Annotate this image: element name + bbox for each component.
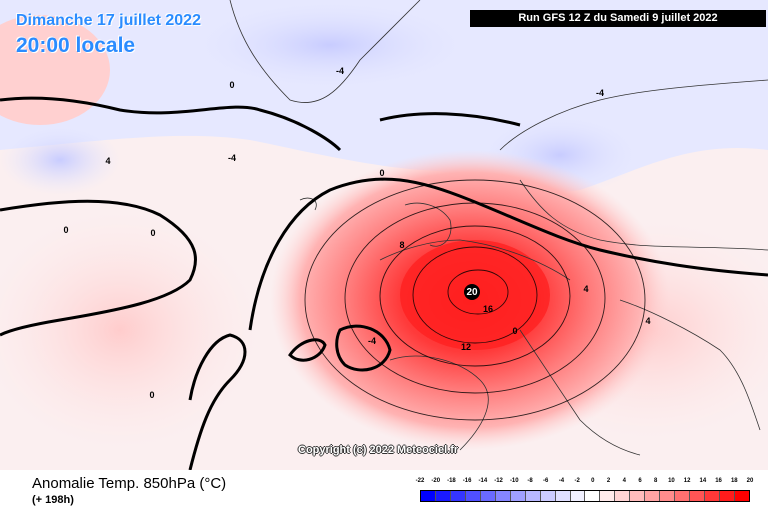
legend-label: -20 xyxy=(431,478,441,484)
label-zero-far-west: 0 xyxy=(63,225,68,235)
legend-label: -14 xyxy=(478,478,488,484)
legend-label: -16 xyxy=(462,478,472,484)
legend-swatch xyxy=(675,491,691,501)
legend-swatch xyxy=(600,491,616,501)
legend-swatch xyxy=(570,491,586,501)
legend-swatch xyxy=(510,491,526,501)
label-center-max: 20 xyxy=(466,287,478,298)
legend-swatch xyxy=(480,491,496,501)
label-zero-south: 0 xyxy=(149,390,154,400)
legend-swatch xyxy=(630,491,646,501)
legend-label: 4 xyxy=(622,478,626,484)
label-16: 16 xyxy=(483,304,493,314)
forecast-time: 20:00 locale xyxy=(16,34,136,57)
legend-labels: -22 -20 -18 -16 -14 -12 -10 -8 -6 -4 -2 0 2 4 6 8 10 12 14… xyxy=(416,478,754,488)
legend-label: 16 xyxy=(715,478,722,484)
legend-label: 12 xyxy=(683,478,691,484)
forecast-lead-time: (+ 198h) xyxy=(32,494,74,506)
contour-labels: 20 16 12 0 8 0 0 0 0 0 4 4 4 -4 -4 -4 -4 xyxy=(63,66,650,400)
legend-label: -2 xyxy=(574,478,580,484)
legend-label: 6 xyxy=(638,478,642,484)
legend-label: -8 xyxy=(527,478,533,484)
cool-anomaly-greenland xyxy=(190,0,470,90)
label-zero-north: 0 xyxy=(379,168,384,178)
legend-label: 8 xyxy=(654,478,658,484)
label-neg4-spain: -4 xyxy=(368,336,376,346)
legend-swatch xyxy=(720,491,736,501)
label-four-centre: 4 xyxy=(583,284,588,294)
copyright-notice: Copyright (c) 2022 Meteociel.fr xyxy=(298,444,459,456)
map-footer: Anomalie Temp. 850hPa (°C) (+ 198h) -22-… xyxy=(0,470,768,512)
forecast-date: Dimanche 17 juillet 2022 xyxy=(16,12,201,29)
legend-label: -6 xyxy=(543,478,549,484)
model-run-banner: Run GFS 12 Z du Samedi 9 juillet 2022 xyxy=(470,10,766,27)
label-8: 8 xyxy=(399,240,404,250)
label-neg4-north: -4 xyxy=(596,88,604,98)
anomaly-isolines xyxy=(304,179,646,421)
legend-swatch xyxy=(690,491,706,501)
legend-label: 18 xyxy=(730,478,738,484)
legend-label: 10 xyxy=(668,478,675,484)
legend-swatch xyxy=(525,491,541,501)
zero-isotherms xyxy=(0,96,768,470)
label-four-east: 4 xyxy=(645,316,650,326)
legend-swatch xyxy=(585,491,601,501)
legend-swatch xyxy=(465,491,481,501)
legend-swatch xyxy=(540,491,556,501)
legend-label: 0 xyxy=(591,478,595,484)
legend-swatch xyxy=(421,491,436,501)
label-zero-greenland: 0 xyxy=(229,80,234,90)
legend-label: -12 xyxy=(494,478,503,484)
legend-label: -4 xyxy=(558,478,565,484)
label-12: 12 xyxy=(461,342,471,352)
legend-swatch xyxy=(495,491,511,501)
legend-label: -22 xyxy=(415,478,425,484)
legend-label: 20 xyxy=(746,478,754,484)
legend-swatch xyxy=(660,491,676,501)
legend-swatch xyxy=(555,491,571,501)
cool-anomaly-labrador xyxy=(0,125,120,195)
label-neg4-atlantic: -4 xyxy=(228,153,236,163)
legend-swatch xyxy=(705,491,721,501)
legend-label: 2 xyxy=(606,478,611,484)
legend-label: -10 xyxy=(509,478,519,484)
temperature-anomaly-map: 20 16 12 0 8 0 0 0 0 0 4 4 4 -4 -4 -4 -4 xyxy=(0,0,768,470)
legend-swatch xyxy=(450,491,466,501)
label-neg4-greenland: -4 xyxy=(336,66,344,76)
legend-label: 14 xyxy=(699,478,707,484)
map-title: Anomalie Temp. 850hPa (°C) xyxy=(32,475,227,492)
legend-swatch xyxy=(735,491,749,501)
max-marker xyxy=(464,284,480,300)
legend-label: -18 xyxy=(447,478,456,484)
label-zero-west: 0 xyxy=(150,228,155,238)
label-four-labrador: 4 xyxy=(105,156,110,166)
legend-swatch xyxy=(435,491,451,501)
legend-swatch xyxy=(645,491,661,501)
label-alps-0: 0 xyxy=(512,326,517,336)
legend-swatch xyxy=(615,491,631,501)
color-scale-legend xyxy=(420,490,750,502)
